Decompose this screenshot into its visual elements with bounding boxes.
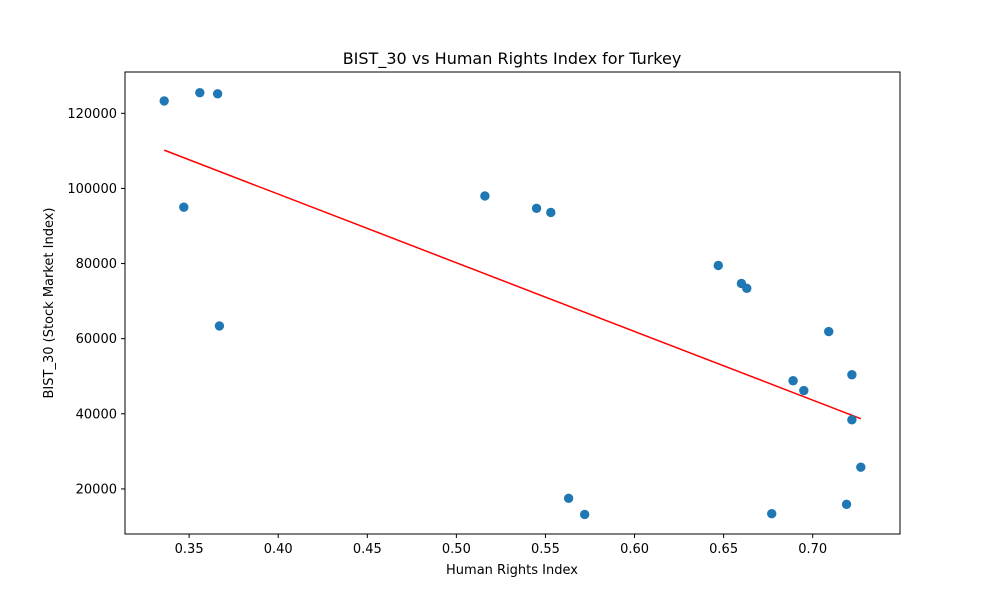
x-tick-label: 0.55 xyxy=(531,542,560,557)
data-point xyxy=(742,283,752,294)
trend-line xyxy=(163,149,862,420)
data-point xyxy=(212,89,223,99)
y-tick-label: 100000 xyxy=(67,182,117,197)
x-tick-label: 0.40 xyxy=(264,542,293,557)
data-point xyxy=(195,87,205,98)
plot-frame xyxy=(124,71,901,535)
data-point xyxy=(579,509,590,520)
data-point xyxy=(713,260,723,271)
data-point xyxy=(159,96,169,106)
x-tick-label: 0.60 xyxy=(620,542,649,557)
data-point xyxy=(179,202,189,212)
x-tick-label: 0.50 xyxy=(442,542,471,557)
data-point xyxy=(563,493,574,504)
x-tick-label: 0.45 xyxy=(353,542,382,557)
data-point xyxy=(847,370,857,380)
data-point xyxy=(480,191,490,201)
data-point xyxy=(856,462,866,472)
axis-ticks: 0.35 0.40 0.45 0.50 0.55 0.60 0.65 0.70 20000 400… xyxy=(67,107,827,557)
data-point xyxy=(767,509,777,519)
data-point xyxy=(799,385,809,396)
data-point xyxy=(824,326,834,337)
y-tick-label: 20000 xyxy=(76,482,117,497)
y-tick-label: 80000 xyxy=(76,257,117,272)
data-point xyxy=(531,203,542,214)
y-tick-label: 60000 xyxy=(76,332,117,347)
y-tick-label: 40000 xyxy=(76,407,117,422)
x-tick-label: 0.70 xyxy=(798,542,827,557)
data-points xyxy=(159,87,866,520)
data-point xyxy=(847,415,857,425)
data-point xyxy=(788,376,798,386)
y-tick-label: 120000 xyxy=(67,107,117,122)
data-point xyxy=(546,207,556,218)
x-tick-label: 0.35 xyxy=(175,542,204,557)
chart-title: BIST_30 vs Human Rights Index for Turkey xyxy=(343,49,682,69)
y-axis-label: BIST_30 (Stock Market Index) xyxy=(42,208,57,399)
data-point xyxy=(841,499,852,510)
data-point xyxy=(214,321,225,331)
x-tick-label: 0.65 xyxy=(709,542,738,557)
trend-line-group xyxy=(163,149,862,420)
x-axis-label: Human Rights Index xyxy=(446,563,578,578)
